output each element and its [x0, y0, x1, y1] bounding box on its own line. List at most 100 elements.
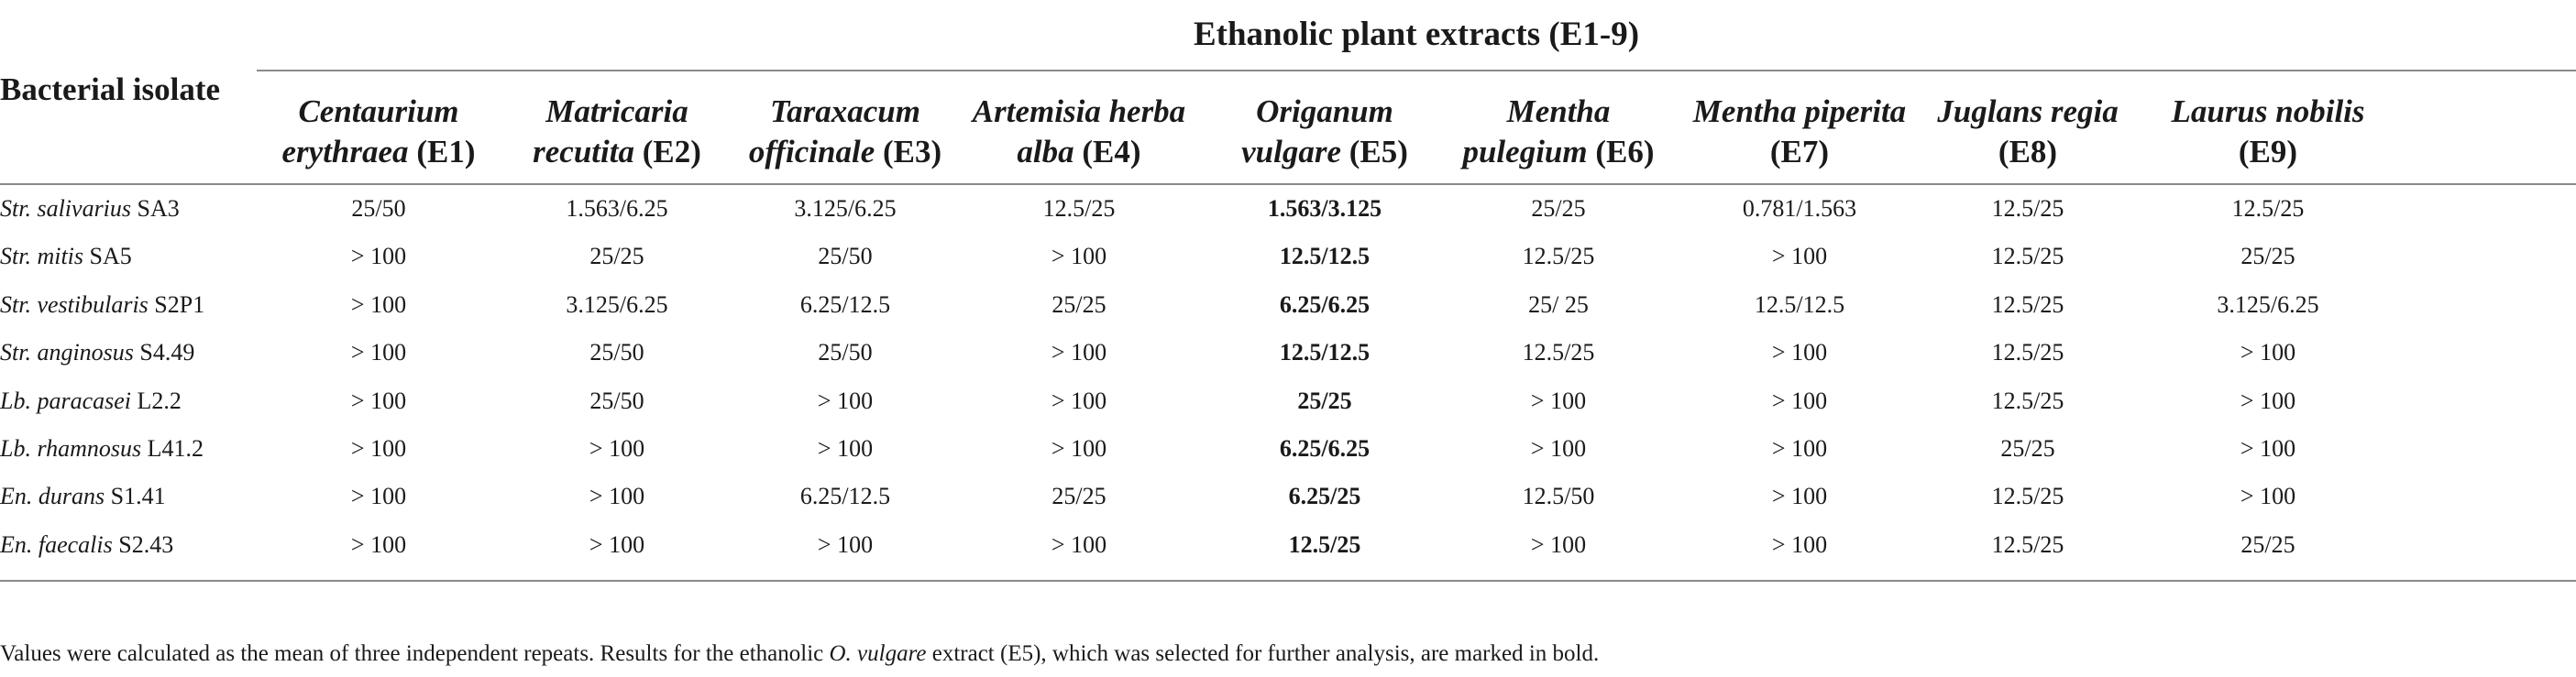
column-header-e6: Mentha pulegium (E6): [1444, 90, 1673, 174]
isolate-name: Str. salivarius SA3: [0, 185, 180, 233]
value-cell-e7: > 100: [1771, 243, 1828, 270]
value-cell-e4: > 100: [1051, 339, 1107, 366]
group-header: Ethanolic plant extracts (E1-9): [1193, 16, 1640, 53]
value-cell-e2: 25/50: [589, 387, 644, 414]
column-species: Juglans regia: [1937, 93, 2119, 129]
table-row: Str. vestibularis S2P1 > 100 3.125/6.25 6.2…: [0, 281, 2576, 329]
value-cell-e2: > 100: [589, 483, 645, 510]
value-cell-e6: 25/25: [1531, 195, 1586, 222]
value-cell-e7: 12.5/12.5: [1754, 290, 1845, 318]
value-cell-e1: > 100: [350, 483, 407, 510]
value-cell-e8: 12.5/25: [1991, 530, 2064, 558]
isolate-species: En. faecalis: [0, 530, 113, 558]
value-cell-e8: 25/25: [2000, 435, 2055, 462]
value-cell-e2: 1.563/6.25: [566, 195, 668, 222]
column-species: Centaurium: [298, 93, 459, 129]
isolate-strain: L41.2: [141, 435, 204, 462]
value-cell-e7: > 100: [1771, 530, 1828, 558]
value-cell-e2: > 100: [589, 435, 645, 462]
isolate-species: Lb. rhamnosus: [0, 435, 142, 462]
value-cell-e6: > 100: [1530, 435, 1587, 462]
column-code: (E5): [1349, 134, 1408, 169]
value-cell-e5: 6.25/6.25: [1279, 290, 1371, 318]
isolate-species: Str. salivarius: [0, 195, 132, 222]
value-cell-e6: 12.5/25: [1522, 339, 1595, 366]
column-species: erythraea: [281, 134, 409, 169]
value-cell-e7: 0.781/1.563: [1742, 195, 1857, 222]
value-cell-e3: 25/50: [818, 339, 873, 366]
table-row: Str. anginosus S4.49 > 100 25/50 25/50 > 100…: [0, 329, 2576, 377]
value-cell-e8: 12.5/25: [1991, 387, 2064, 414]
value-cell-e2: 3.125/6.25: [566, 290, 668, 318]
column-species: Taraxacum: [769, 93, 920, 129]
value-cell-e3: 3.125/6.25: [794, 195, 897, 222]
value-cell-e1: > 100: [350, 339, 407, 366]
isolate-name: En. faecalis S2.43: [0, 521, 173, 569]
value-cell-e7: > 100: [1771, 339, 1828, 366]
isolate-strain: S1.41: [105, 483, 166, 510]
column-species: Matricaria: [545, 93, 688, 129]
value-cell-e3: 25/50: [818, 243, 873, 270]
table-row: Str. mitis SA5 > 100 25/25 25/50 > 100 12.5/1…: [0, 233, 2576, 280]
table-row: Str. salivarius SA3 25/50 1.563/6.25 3.125/…: [0, 185, 2576, 233]
value-cell-e4: 12.5/25: [1042, 195, 1116, 222]
column-code: (E4): [1082, 134, 1141, 169]
value-cell-e5: 12.5/12.5: [1279, 339, 1371, 366]
value-cell-e6: 12.5/50: [1522, 483, 1595, 510]
value-cell-e8: 12.5/25: [1991, 195, 2064, 222]
column-code: (E9): [2238, 134, 2298, 169]
column-header-e1: Centaurium erythraea (E1): [264, 90, 493, 174]
isolate-strain: SA3: [131, 195, 180, 222]
value-cell-e1: > 100: [350, 435, 407, 462]
value-cell-e9: 25/25: [2240, 530, 2295, 558]
value-cell-e9: 3.125/6.25: [2217, 290, 2319, 318]
value-cell-e5: 6.25/6.25: [1279, 435, 1371, 462]
value-cell-e4: > 100: [1051, 243, 1107, 270]
group-underline: [257, 70, 2576, 71]
isolate-strain: S4.49: [133, 339, 195, 366]
value-cell-e4: 25/25: [1051, 483, 1106, 510]
column-header-e2: Matricaria recutita (E2): [502, 90, 732, 174]
column-species: officinale: [748, 134, 875, 169]
column-header-e9: Laurus nobilis (E9): [2153, 90, 2383, 174]
value-cell-e4: > 100: [1051, 530, 1107, 558]
value-cell-e8: 12.5/25: [1991, 243, 2064, 270]
value-cell-e3: 6.25/12.5: [799, 290, 891, 318]
value-cell-e9: > 100: [2240, 435, 2296, 462]
value-cell-e5: 12.5/12.5: [1279, 243, 1371, 270]
value-cell-e6: > 100: [1530, 387, 1587, 414]
column-species: Artemisia herba: [972, 93, 1186, 129]
value-cell-e8: 12.5/25: [1991, 290, 2064, 318]
footnote-species: O. vulgare: [829, 641, 927, 666]
column-species: Origanum: [1256, 93, 1393, 129]
value-cell-e8: 12.5/25: [1991, 339, 2064, 366]
header-underline: [0, 183, 2576, 185]
isolate-species: Str. mitis: [0, 243, 84, 270]
value-cell-e5: 25/25: [1297, 387, 1352, 414]
table-row: Lb. rhamnosus L41.2 > 100 > 100 > 100 > 100 6…: [0, 425, 2576, 473]
column-species: alba: [1017, 134, 1074, 169]
value-cell-e5: 12.5/25: [1288, 530, 1361, 558]
column-header-e3: Taraxacum officinale (E3): [731, 90, 960, 174]
value-cell-e5: 6.25/25: [1288, 483, 1361, 510]
isolate-strain: S2P1: [148, 290, 205, 318]
column-code: (E1): [416, 134, 476, 169]
value-cell-e4: > 100: [1051, 435, 1107, 462]
value-cell-e9: 12.5/25: [2231, 195, 2305, 222]
column-header-e5: Origanum vulgare (E5): [1210, 90, 1439, 174]
column-header-e7: Mentha piperita (E7): [1685, 90, 1914, 174]
isolate-species: Str. vestibularis: [0, 290, 149, 318]
isolate-strain: L2.2: [131, 387, 182, 414]
column-code: (E2): [642, 134, 701, 169]
value-cell-e6: 12.5/25: [1522, 243, 1595, 270]
isolate-species: En. durans: [0, 483, 105, 510]
column-species: vulgare: [1241, 134, 1341, 169]
column-header-e4: Artemisia herba alba (E4): [964, 90, 1194, 174]
value-cell-e9: > 100: [2240, 339, 2296, 366]
value-cell-e9: 25/25: [2240, 243, 2295, 270]
column-code: (E6): [1595, 134, 1655, 169]
value-cell-e7: > 100: [1771, 387, 1828, 414]
value-cell-e1: > 100: [350, 290, 407, 318]
column-species: Mentha piperita: [1692, 93, 1907, 129]
